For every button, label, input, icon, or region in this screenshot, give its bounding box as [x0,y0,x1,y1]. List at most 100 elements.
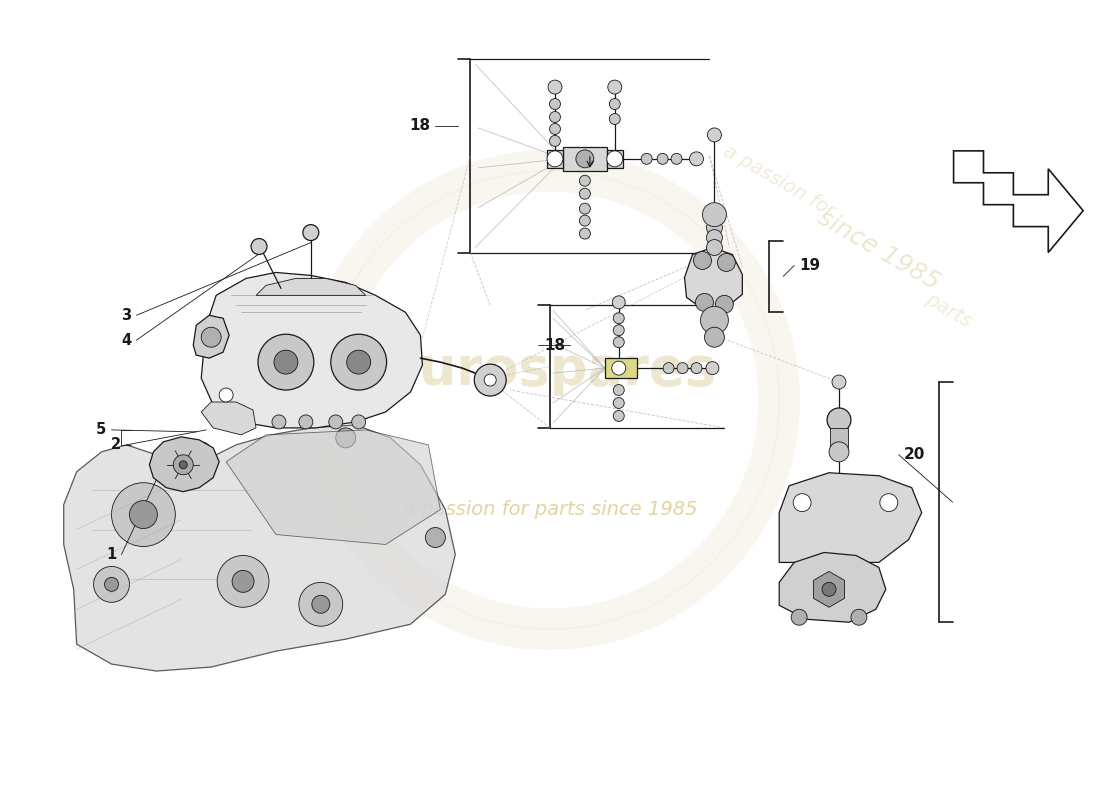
Circle shape [547,151,563,167]
Circle shape [352,415,365,429]
Text: a passion for: a passion for [720,141,838,220]
Polygon shape [779,553,886,622]
Circle shape [258,334,314,390]
Text: since 1985: since 1985 [814,206,944,295]
Polygon shape [954,151,1084,253]
Circle shape [693,251,712,270]
Polygon shape [150,437,219,492]
Circle shape [829,442,849,462]
Circle shape [663,362,674,374]
Circle shape [614,398,624,409]
Circle shape [550,98,561,110]
Text: parts: parts [922,290,975,331]
Circle shape [331,334,386,390]
Polygon shape [814,571,845,607]
Circle shape [580,215,591,226]
Circle shape [550,111,561,122]
Circle shape [690,152,704,166]
Circle shape [336,428,355,448]
Circle shape [707,128,722,142]
Circle shape [201,327,221,347]
Polygon shape [684,247,743,310]
Polygon shape [194,315,229,358]
Circle shape [715,295,734,314]
Text: 2: 2 [111,438,121,452]
Polygon shape [605,358,637,378]
Circle shape [657,154,668,164]
Text: 18: 18 [409,118,430,134]
Circle shape [274,350,298,374]
Circle shape [706,220,723,235]
Circle shape [613,296,625,309]
Text: 18: 18 [543,338,565,353]
Circle shape [302,225,319,241]
Circle shape [111,482,175,546]
Circle shape [706,362,719,374]
Circle shape [695,294,714,311]
Circle shape [299,582,343,626]
Circle shape [232,570,254,592]
Circle shape [827,408,851,432]
Circle shape [609,98,620,110]
Circle shape [614,337,624,348]
Circle shape [607,151,623,167]
Circle shape [793,494,811,512]
Circle shape [671,154,682,164]
Circle shape [880,494,898,512]
Circle shape [174,455,194,474]
Circle shape [706,230,723,246]
Circle shape [272,415,286,429]
Polygon shape [201,273,422,428]
Circle shape [832,375,846,389]
Circle shape [311,595,330,614]
Circle shape [329,415,343,429]
Polygon shape [547,150,563,168]
Circle shape [94,566,130,602]
Circle shape [130,501,157,529]
Circle shape [191,442,211,462]
Circle shape [550,135,561,146]
Circle shape [219,388,233,402]
Polygon shape [227,430,440,545]
Text: 4: 4 [121,333,132,348]
Text: 19: 19 [799,258,821,273]
Circle shape [678,362,688,374]
Circle shape [701,306,728,334]
Circle shape [641,154,652,164]
Circle shape [426,527,446,547]
Circle shape [608,80,622,94]
Circle shape [614,410,624,422]
Circle shape [580,228,591,239]
Circle shape [580,188,591,199]
Bar [830,428,848,450]
Text: 1: 1 [107,547,117,562]
Circle shape [299,415,312,429]
Circle shape [346,350,371,374]
Circle shape [179,461,187,469]
Circle shape [580,175,591,186]
Circle shape [609,114,620,125]
Polygon shape [607,150,623,168]
Polygon shape [256,278,365,295]
Circle shape [484,374,496,386]
Polygon shape [779,473,922,562]
Circle shape [550,123,561,134]
Circle shape [791,610,807,626]
Circle shape [614,325,624,336]
Circle shape [217,555,270,607]
Polygon shape [563,147,607,170]
Circle shape [704,327,725,347]
Text: a passion for parts since 1985: a passion for parts since 1985 [403,500,697,519]
Text: 5: 5 [97,422,107,438]
Circle shape [612,361,626,375]
Circle shape [548,80,562,94]
Circle shape [251,238,267,254]
Circle shape [703,202,726,226]
Text: 3: 3 [121,308,132,322]
Circle shape [706,239,723,255]
Circle shape [691,362,702,374]
Text: 20: 20 [904,447,925,462]
Circle shape [580,203,591,214]
Circle shape [717,254,736,271]
Circle shape [104,578,119,591]
